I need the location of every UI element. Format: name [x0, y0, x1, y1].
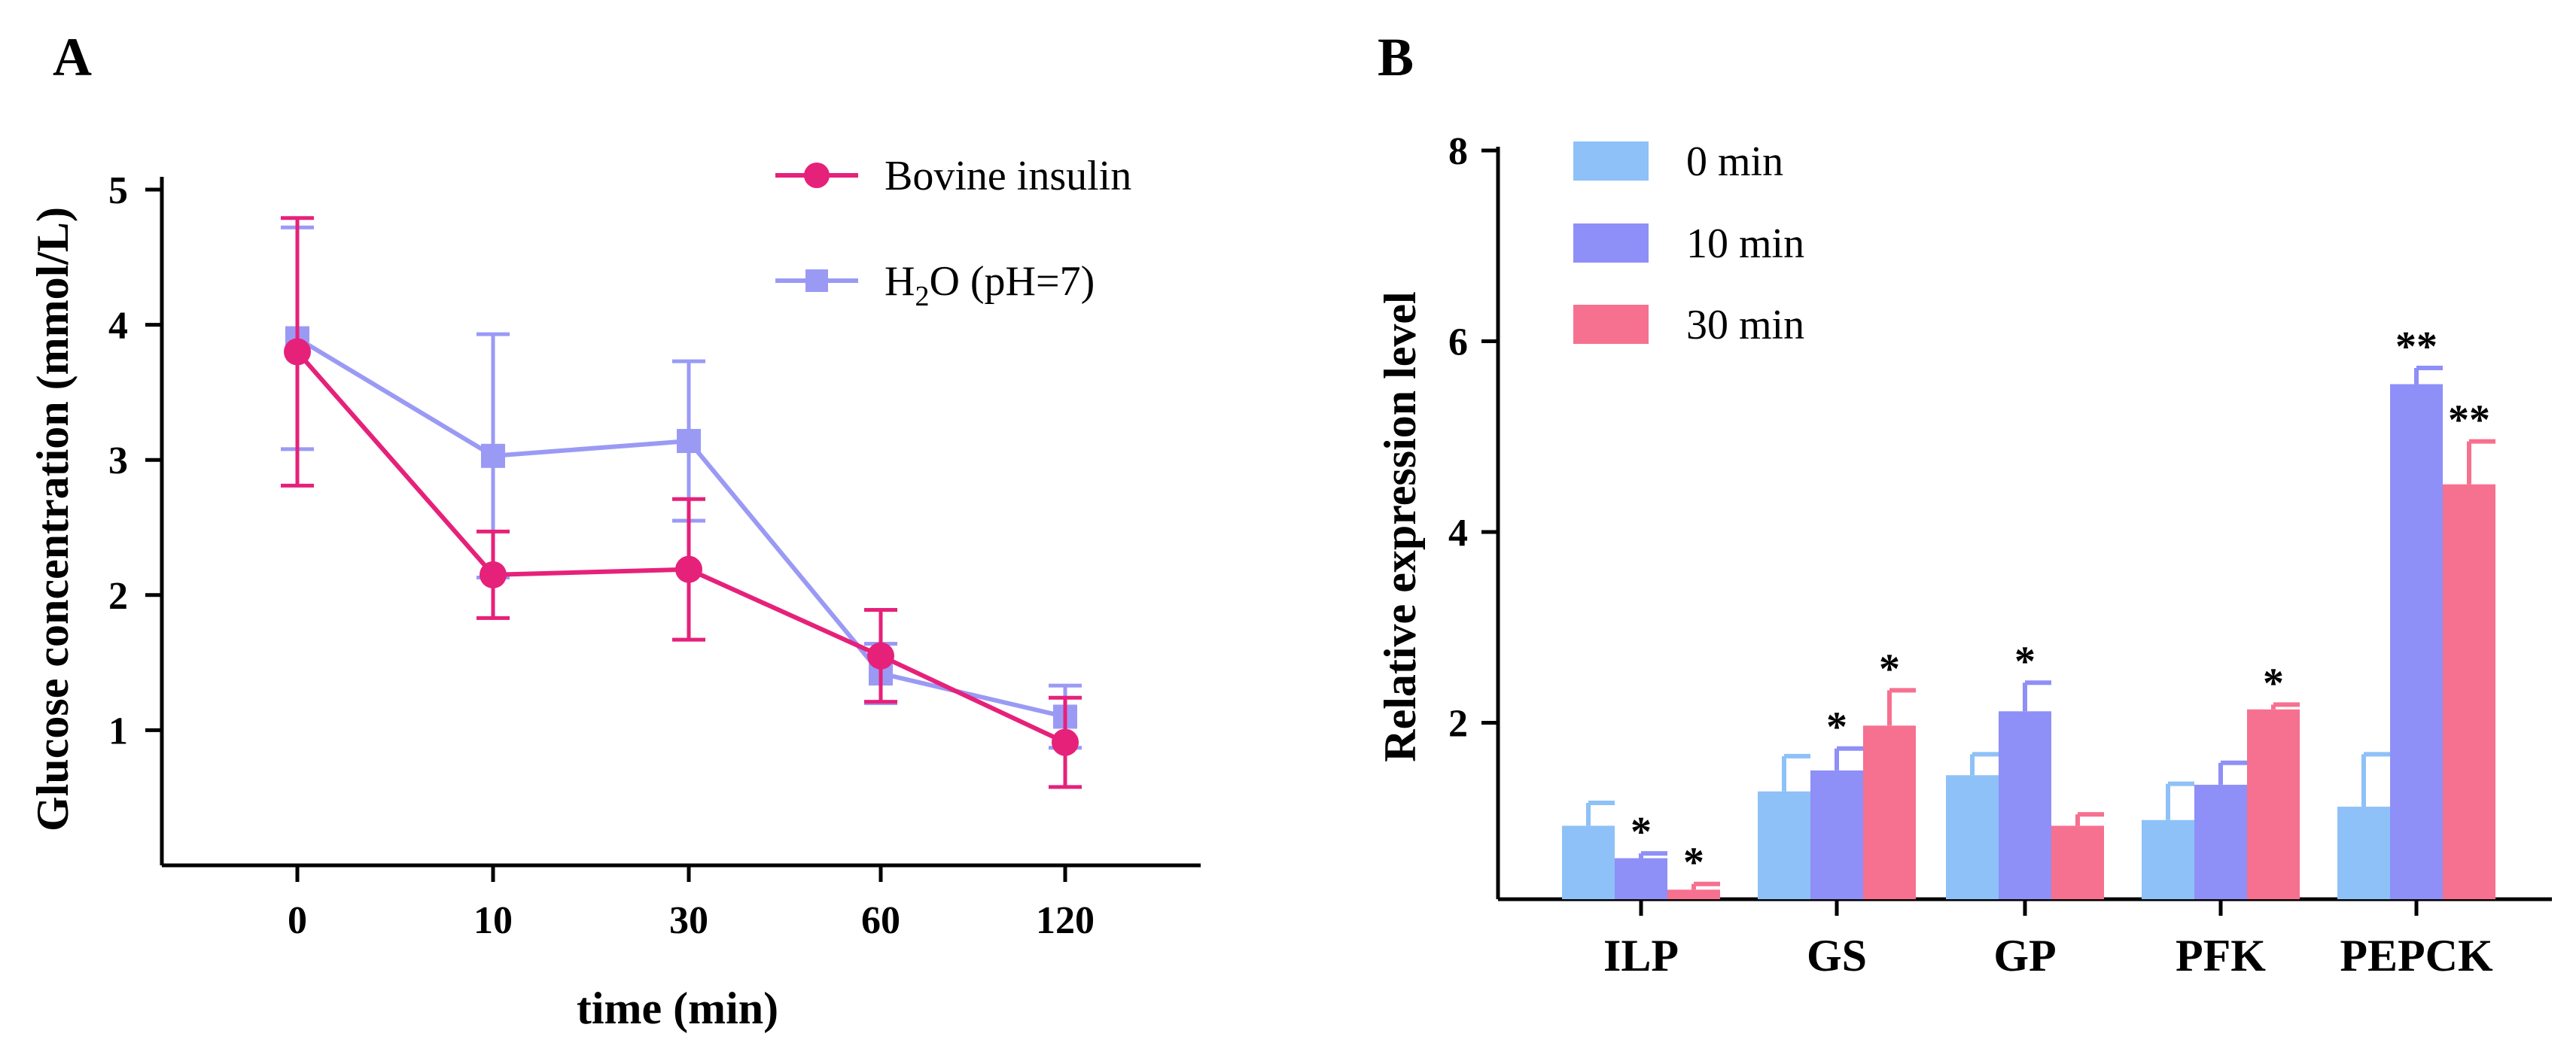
significance-label: **: [2395, 324, 2437, 370]
bar-10-min: [1810, 770, 1863, 899]
bar-30-min: [2051, 825, 2104, 899]
legend-label-water: H2O (pH=7): [885, 258, 1095, 312]
panel-a-x-tick-label: 60: [861, 899, 900, 942]
legend-item-bovine-insulin: Bovine insulin: [775, 153, 1131, 199]
significance-label: **: [2448, 397, 2490, 444]
panel-a-y-tick-label: 5: [108, 169, 128, 212]
legend-marker-bovine-insulin: [804, 163, 830, 188]
legend-swatch-10-min: [1573, 223, 1649, 263]
series-water: [281, 225, 1082, 750]
panel-b-y-ticks: 2 4 6 8: [1448, 130, 1498, 746]
legend-label-bovine-insulin: Bovine insulin: [885, 153, 1131, 199]
bar-30-min: [1863, 725, 1916, 899]
point-water: [481, 443, 505, 468]
panel-b-label: B: [1378, 27, 1414, 87]
panel-a-x-ticks: 0 10 30 60 120: [288, 865, 1095, 942]
panel-a-x-axis-title: time (min): [577, 983, 778, 1033]
panel-b-x-ticks: ILP GS GP PFK PEPCK: [1603, 899, 2493, 980]
panel-b-y-axis-title: Relative expression level: [1375, 291, 1425, 762]
bar-30-min: [2247, 709, 2300, 899]
legend-label-water-h: H: [885, 258, 915, 305]
legend-swatch-0-min: [1573, 141, 1649, 181]
legend-label-water-rest: O (pH=7): [929, 258, 1095, 305]
panel-a-label: A: [53, 27, 92, 87]
panel-b-x-tick-label: GP: [1993, 931, 2056, 980]
bar-10-min: [2390, 384, 2443, 900]
line-water: [296, 336, 1066, 719]
legend-label-30-min: 30 min: [1686, 302, 1804, 348]
panel-a-axes: [160, 177, 1201, 868]
panel-b: B 2 4 6 8 ILP GS GP PFK PEPCK Relative expressi…: [1375, 27, 2552, 980]
panel-b-legend: 0 min 10 min 30 min: [1573, 138, 1804, 348]
bar-0-min: [2337, 807, 2390, 899]
point-bovine-insulin: [480, 561, 507, 588]
panel-b-bars: ******* ***: [1562, 324, 2495, 900]
bar-0-min: [2142, 819, 2194, 899]
panel-a-legend: Bovine insulin H2O (pH=7): [775, 153, 1131, 312]
panel-a-x-tick-label: 30: [669, 899, 708, 942]
bar-0-min: [1946, 775, 1999, 899]
legend-item-0-min: 0 min: [1573, 138, 1783, 185]
series-bovine-insulin: [281, 216, 1082, 789]
significance-label: *: [1683, 840, 1704, 886]
bar-10-min: [2194, 784, 2247, 899]
panel-b-x-tick-label: GS: [1807, 931, 1867, 980]
significance-label: *: [1631, 809, 1652, 856]
legend-label-10-min: 10 min: [1686, 220, 1804, 267]
legend-marker-water: [805, 269, 828, 292]
significance-label: *: [1826, 704, 1847, 751]
legend-item-30-min: 30 min: [1573, 302, 1804, 348]
panel-a-y-ticks: 1 2 3 4 5: [108, 169, 162, 752]
point-bovine-insulin: [675, 555, 702, 583]
panel-a-x-tick-label: 0: [288, 899, 307, 942]
panel-b-x-tick-label: ILP: [1603, 931, 1679, 980]
significance-label: *: [2014, 638, 2036, 685]
bar-10-min: [1999, 711, 2051, 899]
panel-a-x-tick-label: 120: [1036, 899, 1095, 942]
significance-label: *: [1879, 646, 1900, 692]
panel-b-y-tick-label: 8: [1448, 130, 1468, 173]
panel-b-y-tick-label: 2: [1448, 703, 1468, 746]
point-bovine-insulin: [1052, 728, 1079, 756]
series-10-min: *****: [1615, 324, 2443, 900]
bar-0-min: [1562, 825, 1615, 899]
legend-item-10-min: 10 min: [1573, 220, 1804, 267]
panel-a-y-tick-label: 2: [108, 575, 128, 618]
panel-a: A 1 2 3 4 5 0 10 30 60 120 time (min) Glucose co…: [28, 27, 1201, 1033]
line-bovine-insulin: [295, 350, 1067, 745]
point-water: [677, 429, 701, 454]
legend-swatch-30-min: [1573, 305, 1649, 344]
point-bovine-insulin: [284, 338, 311, 366]
bar-30-min: [2443, 484, 2495, 899]
series-30-min: ** ***: [1667, 397, 2495, 899]
panel-a-y-tick-label: 1: [108, 710, 128, 752]
point-bovine-insulin: [867, 642, 894, 670]
panel-b-y-tick-label: 4: [1448, 512, 1468, 555]
legend-item-water: H2O (pH=7): [775, 258, 1095, 312]
legend-label-water-subscript: 2: [915, 281, 929, 312]
panel-a-y-tick-label: 3: [108, 439, 128, 482]
panel-a-x-tick-label: 10: [473, 899, 513, 942]
panel-b-x-tick-label: PFK: [2176, 931, 2266, 980]
significance-label: *: [2263, 660, 2284, 707]
bar-30-min: [1667, 889, 1720, 899]
bar-10-min: [1615, 858, 1667, 899]
panel-a-series: [281, 216, 1082, 789]
panel-a-y-tick-label: 4: [108, 305, 128, 348]
panel-a-y-axis-title: Glucose concentration (mmol/L): [28, 207, 78, 831]
panel-b-x-tick-label: PEPCK: [2340, 931, 2493, 980]
bar-0-min: [1758, 791, 1810, 899]
legend-label-0-min: 0 min: [1686, 138, 1783, 185]
series-0-min: [1562, 752, 2390, 899]
panel-b-y-tick-label: 6: [1448, 321, 1468, 364]
